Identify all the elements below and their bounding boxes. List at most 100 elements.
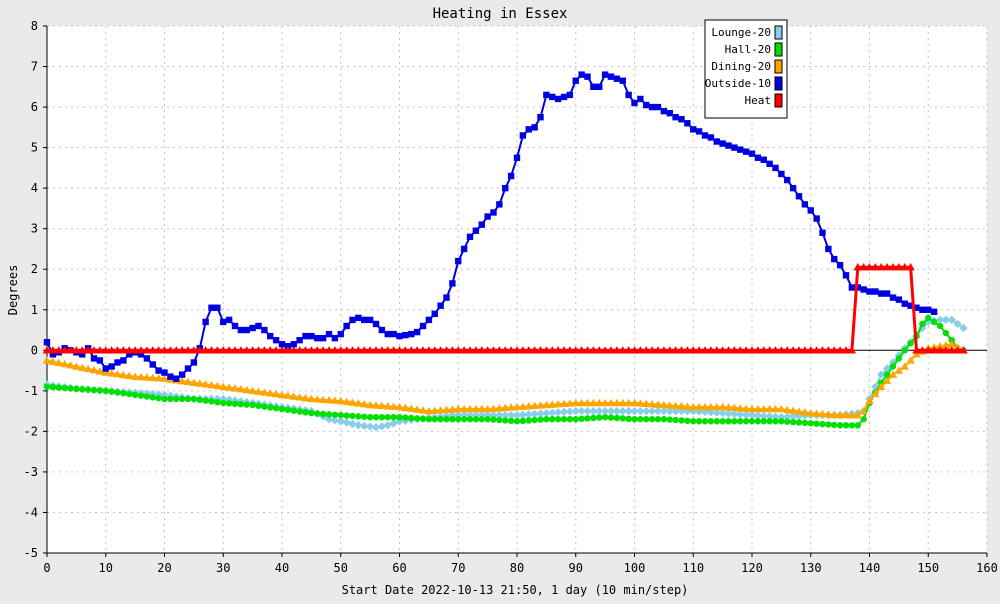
x-tick-label: 100 — [624, 561, 646, 575]
data-point-outside-10 — [883, 290, 891, 297]
data-point-lounge-20 — [506, 410, 516, 420]
data-point-hall-20 — [684, 417, 691, 425]
data-point-outside-10 — [278, 341, 286, 348]
data-point-hall-20 — [942, 329, 950, 337]
data-point-dining-20 — [888, 370, 898, 378]
data-point-lounge-20 — [148, 389, 157, 399]
data-point-dining-20 — [630, 398, 639, 407]
data-point-hall-20 — [366, 413, 374, 421]
data-point-dining-20 — [354, 399, 363, 407]
data-point-lounge-20 — [542, 408, 551, 418]
data-point-lounge-20 — [512, 410, 522, 420]
data-point-heat — [788, 346, 798, 354]
data-point-heat — [806, 346, 815, 354]
data-point-lounge-20 — [336, 417, 345, 426]
data-point-heat — [865, 263, 874, 271]
data-point-outside-10 — [737, 146, 744, 153]
data-point-hall-20 — [108, 388, 115, 395]
data-point-dining-20 — [148, 373, 157, 382]
data-point-hall-20 — [114, 389, 121, 396]
data-point-dining-20 — [454, 404, 463, 413]
data-point-dining-20 — [730, 403, 739, 412]
data-point-hall-20 — [173, 395, 180, 403]
data-point-outside-10 — [272, 336, 280, 344]
data-point-heat — [671, 346, 680, 354]
data-point-heat — [342, 346, 351, 354]
data-point-hall-20 — [619, 415, 626, 422]
data-point-dining-20 — [771, 404, 780, 413]
data-point-dining-20 — [459, 404, 469, 413]
data-point-hall-20 — [419, 415, 427, 423]
data-point-lounge-20 — [877, 370, 886, 379]
data-point-hall-20 — [337, 411, 344, 419]
data-point-hall-20 — [678, 417, 685, 424]
data-point-outside-10 — [866, 288, 873, 295]
data-point-dining-20 — [818, 409, 827, 418]
data-point-outside-10 — [842, 272, 850, 279]
data-point-hall-20 — [372, 413, 380, 421]
data-point-hall-20 — [766, 418, 773, 425]
data-point-hall-20 — [631, 416, 638, 423]
data-point-heat — [130, 346, 140, 354]
data-point-heat — [389, 346, 398, 354]
data-point-heat — [471, 346, 481, 354]
data-point-dining-20 — [624, 398, 633, 407]
data-point-heat — [929, 346, 939, 354]
data-point-dining-20 — [383, 402, 392, 410]
data-point-dining-20 — [430, 406, 439, 414]
data-point-heat — [512, 346, 522, 354]
data-point-dining-20 — [389, 402, 398, 410]
data-point-hall-20 — [731, 418, 738, 425]
data-point-outside-10 — [308, 332, 315, 340]
data-point-lounge-20 — [230, 396, 240, 405]
data-point-heat — [289, 346, 298, 354]
data-point-dining-20 — [530, 401, 539, 410]
data-point-heat — [753, 346, 763, 354]
data-point-outside-10 — [496, 201, 503, 208]
data-point-outside-10 — [419, 322, 427, 330]
legend-label-lounge-20: Lounge-20 — [711, 26, 771, 39]
data-point-hall-20 — [789, 418, 797, 426]
data-point-heat — [530, 346, 539, 354]
data-point-hall-20 — [778, 418, 785, 425]
data-point-lounge-20 — [959, 323, 968, 333]
data-point-hall-20 — [408, 414, 415, 422]
data-point-hall-20 — [596, 414, 603, 421]
y-tick-label: 7 — [31, 60, 38, 74]
data-point-lounge-20 — [342, 418, 351, 427]
data-point-dining-20 — [66, 361, 75, 369]
data-point-outside-10 — [930, 308, 938, 315]
data-point-hall-20 — [549, 416, 556, 423]
data-point-heat — [60, 346, 69, 354]
data-point-heat — [835, 346, 845, 354]
data-point-hall-20 — [67, 385, 74, 392]
data-point-lounge-20 — [947, 315, 956, 325]
data-point-heat — [924, 346, 933, 354]
data-point-dining-20 — [559, 399, 569, 408]
data-point-outside-10 — [372, 320, 380, 328]
data-point-hall-20 — [502, 417, 509, 424]
data-point-heat — [659, 346, 669, 354]
data-point-outside-10 — [472, 227, 480, 234]
data-point-outside-10 — [466, 233, 474, 240]
data-point-hall-20 — [737, 418, 744, 425]
data-point-hall-20 — [355, 413, 362, 420]
data-point-outside-10 — [366, 316, 374, 324]
data-point-outside-10 — [878, 290, 885, 297]
data-point-outside-10 — [643, 101, 650, 109]
data-point-dining-20 — [189, 378, 199, 386]
data-point-dining-20 — [230, 384, 240, 392]
data-point-heat — [113, 346, 122, 354]
data-point-heat — [83, 346, 93, 354]
data-point-outside-10 — [631, 99, 638, 107]
chart-title: Heating in Essex — [433, 6, 568, 22]
data-point-outside-10 — [513, 154, 521, 161]
data-point-dining-20 — [806, 408, 815, 417]
data-point-heat — [741, 346, 751, 354]
data-point-heat — [877, 263, 886, 271]
data-point-outside-10 — [184, 365, 192, 372]
data-point-heat — [506, 346, 516, 354]
data-point-hall-20 — [660, 416, 668, 423]
data-point-dining-20 — [912, 350, 921, 358]
data-point-hall-20 — [149, 394, 156, 401]
